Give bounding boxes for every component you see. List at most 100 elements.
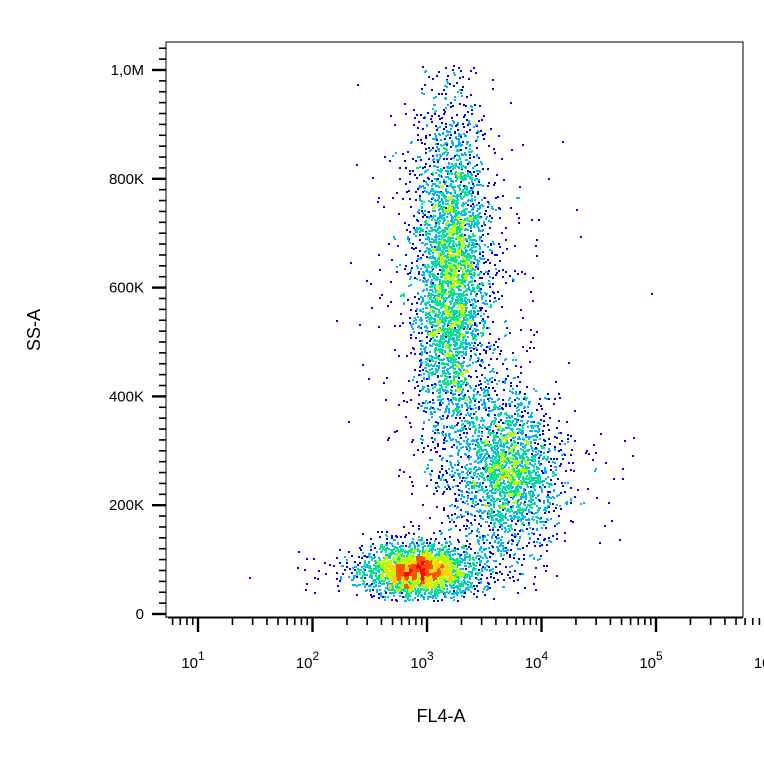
event-dot <box>489 397 491 399</box>
event-dot <box>467 194 469 196</box>
event-dot <box>421 274 423 276</box>
event-dot <box>404 222 406 224</box>
event-dot <box>405 113 407 115</box>
event-dot <box>441 321 443 323</box>
event-dot <box>567 434 569 436</box>
event-dot <box>484 553 486 555</box>
event-dot <box>325 573 327 575</box>
event-dot <box>538 460 540 462</box>
event-dot <box>424 295 426 297</box>
event-dot <box>443 338 445 340</box>
event-dot <box>480 525 482 527</box>
event-dot <box>438 238 440 240</box>
event-dot <box>390 549 392 551</box>
event-dot <box>552 461 554 463</box>
event-dot <box>459 529 461 531</box>
event-dot <box>518 516 520 518</box>
event-dot <box>423 272 425 274</box>
event-dot <box>526 506 528 508</box>
event-dot <box>497 461 499 463</box>
event-dot <box>425 137 427 139</box>
event-dot <box>441 93 443 95</box>
event-dot <box>477 173 479 175</box>
event-dot <box>422 308 424 310</box>
event-dot <box>469 543 471 545</box>
event-dot <box>424 210 426 212</box>
event-dot <box>386 547 388 549</box>
event-dot <box>394 238 396 240</box>
event-dot <box>467 336 469 338</box>
event-dot <box>476 476 478 478</box>
event-dot <box>533 541 535 543</box>
event-dot <box>460 134 462 136</box>
event-dot <box>469 398 471 400</box>
event-dot <box>445 410 447 412</box>
event-dot <box>492 277 494 279</box>
event-dot <box>467 204 469 206</box>
event-dot <box>482 539 484 541</box>
event-dot <box>545 478 547 480</box>
event-dot <box>383 583 385 585</box>
event-dot <box>494 404 496 406</box>
event-dot <box>444 279 446 281</box>
event-dot <box>467 263 469 265</box>
event-dot <box>539 477 541 479</box>
event-dot <box>482 318 484 320</box>
event-dot <box>497 534 499 536</box>
event-dot <box>515 365 517 367</box>
event-dot <box>459 563 461 565</box>
event-dot <box>435 421 437 423</box>
event-dot <box>523 554 525 556</box>
event-dot <box>466 96 468 98</box>
event-dot <box>354 569 356 571</box>
event-dot <box>421 354 423 356</box>
event-dot <box>433 543 435 545</box>
event-dot <box>447 152 449 154</box>
event-dot <box>500 544 502 546</box>
event-dot <box>416 260 418 262</box>
event-dot <box>483 138 485 140</box>
event-dot <box>476 155 478 157</box>
event-dot <box>507 481 509 483</box>
event-dot <box>456 410 458 412</box>
event-dot <box>423 274 425 276</box>
event-dot <box>413 320 415 322</box>
event-dot <box>405 183 407 185</box>
event-dot <box>419 390 421 392</box>
event-dot <box>420 268 422 270</box>
event-dot <box>468 375 470 377</box>
event-dot <box>624 440 626 442</box>
event-dot <box>515 500 517 502</box>
event-dot <box>431 545 433 547</box>
event-dot <box>376 589 378 591</box>
event-dot <box>471 514 473 516</box>
event-dot <box>377 531 379 533</box>
event-dot <box>528 511 530 513</box>
event-dot <box>406 191 408 193</box>
event-dot <box>434 288 436 290</box>
event-dot <box>422 388 424 390</box>
event-dot <box>540 454 542 456</box>
event-dot <box>469 344 471 346</box>
event-dot <box>480 292 482 294</box>
event-dot <box>501 476 503 478</box>
event-dot <box>488 220 490 222</box>
event-dot <box>485 386 487 388</box>
event-dot <box>493 504 495 506</box>
event-dot <box>423 373 425 375</box>
event-dot <box>442 402 444 404</box>
event-dot <box>447 82 449 84</box>
event-dot <box>545 521 547 523</box>
event-dot <box>397 542 399 544</box>
event-dot <box>520 402 522 404</box>
event-dot <box>493 532 495 534</box>
event-dot <box>509 530 511 532</box>
event-dot <box>424 266 426 268</box>
event-dot <box>531 430 533 432</box>
event-dot <box>481 427 483 429</box>
event-dot <box>434 386 436 388</box>
event-dot <box>426 223 428 225</box>
event-dot <box>465 468 467 470</box>
event-dot <box>451 425 453 427</box>
event-dot <box>490 243 492 245</box>
